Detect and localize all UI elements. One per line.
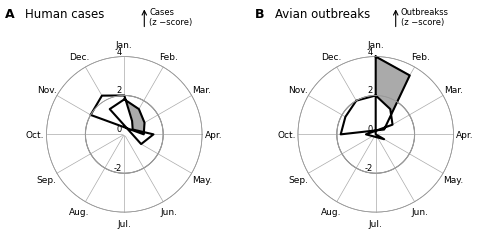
Text: Jul.: Jul.	[369, 219, 382, 228]
Text: Oct.: Oct.	[26, 130, 44, 139]
Text: Aug.: Aug.	[70, 207, 90, 216]
Text: Feb.: Feb.	[160, 53, 178, 62]
Text: Mar.: Mar.	[444, 86, 462, 95]
Text: Cases
(z −score): Cases (z −score)	[150, 8, 192, 27]
Text: 0: 0	[368, 125, 373, 134]
Polygon shape	[90, 96, 154, 144]
Text: Apr.: Apr.	[456, 130, 474, 139]
Text: Jan.: Jan.	[368, 41, 384, 50]
Text: B: B	[255, 8, 264, 20]
Text: Human cases: Human cases	[25, 8, 104, 20]
Text: Sep.: Sep.	[37, 175, 57, 184]
Text: A: A	[5, 8, 15, 20]
Text: 4: 4	[116, 47, 121, 56]
Text: Jun.: Jun.	[160, 207, 178, 216]
Text: 2: 2	[368, 86, 373, 95]
Text: 2: 2	[116, 86, 121, 95]
Polygon shape	[110, 100, 144, 135]
Text: Apr.: Apr.	[205, 130, 222, 139]
Text: Outbreakss
(z −score): Outbreakss (z −score)	[400, 8, 448, 27]
Text: May.: May.	[443, 175, 464, 184]
Text: Dec.: Dec.	[321, 53, 341, 62]
Text: Mar.: Mar.	[192, 86, 212, 95]
Text: -2: -2	[113, 164, 122, 173]
Text: Nov.: Nov.	[288, 86, 308, 95]
Polygon shape	[366, 57, 410, 135]
Polygon shape	[90, 96, 154, 144]
Text: Oct.: Oct.	[277, 130, 295, 139]
Text: -2: -2	[364, 164, 373, 173]
Text: Nov.: Nov.	[37, 86, 56, 95]
Text: Feb.: Feb.	[411, 53, 430, 62]
Polygon shape	[340, 96, 392, 140]
Text: Jan.: Jan.	[116, 41, 132, 50]
Text: Aug.: Aug.	[320, 207, 341, 216]
Text: Jun.: Jun.	[412, 207, 429, 216]
Text: 0: 0	[116, 125, 121, 134]
Text: Jul.: Jul.	[118, 219, 131, 228]
Text: Avian outbreaks: Avian outbreaks	[275, 8, 370, 20]
Text: Dec.: Dec.	[70, 53, 90, 62]
Polygon shape	[340, 57, 409, 140]
Text: May.: May.	[192, 175, 212, 184]
Text: Sep.: Sep.	[288, 175, 308, 184]
Text: 4: 4	[368, 47, 373, 56]
